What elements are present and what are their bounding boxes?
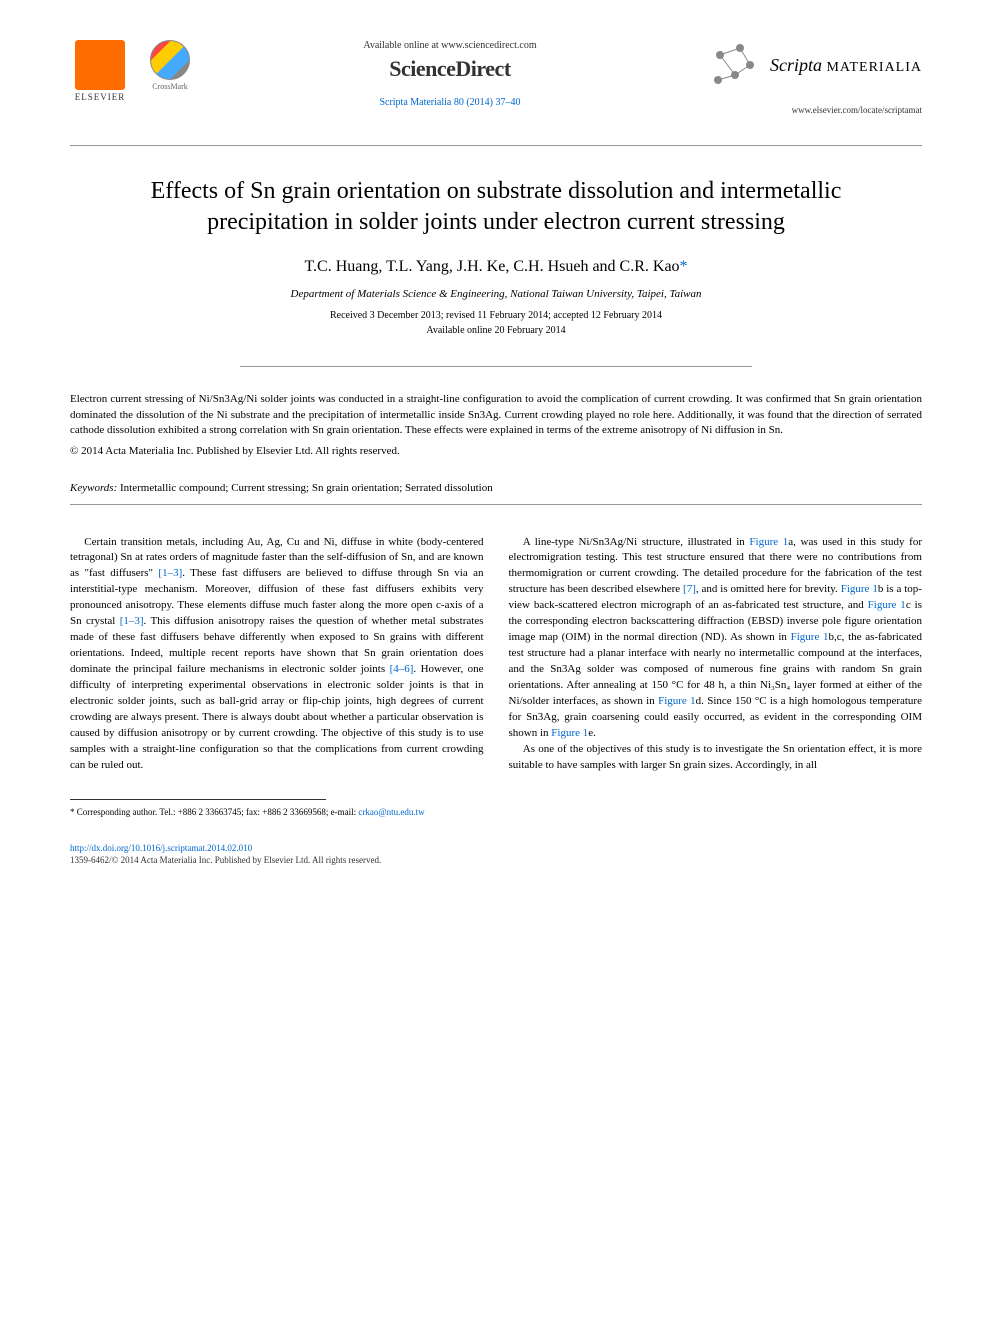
p2-text-a: A line-type Ni/Sn3Ag/Ni structure, illus… (523, 536, 750, 548)
fig-link-1c[interactable]: Figure 1 (868, 599, 906, 611)
paragraph-3: As one of the objectives of this study i… (509, 742, 923, 774)
p2-text-h: e. (588, 727, 596, 739)
paragraph-1: Certain transition metals, including Au,… (70, 535, 484, 774)
crossmark-logo[interactable]: CrossMark (150, 40, 190, 91)
doi-link[interactable]: http://dx.doi.org/10.1016/j.scriptamat.2… (70, 843, 922, 853)
scripta-molecule-icon (710, 40, 760, 90)
footnote-divider (70, 799, 326, 800)
body-text: Certain transition metals, including Au,… (70, 535, 922, 774)
sciencedirect-logo: ScienceDirect (190, 56, 710, 82)
ref-link-4-6[interactable]: [4–6] (390, 663, 414, 675)
crossmark-icon (150, 40, 190, 80)
available-date: Available online 20 February 2014 (70, 325, 922, 336)
elsevier-label: ELSEVIER (75, 92, 126, 102)
dates-divider (240, 366, 751, 367)
scripta-text: Scripta MATERIALIA (770, 55, 922, 76)
elsevier-tree-icon (75, 40, 125, 90)
fig-link-1a[interactable]: Figure 1 (749, 536, 788, 548)
elsevier-logo: ELSEVIER (70, 40, 130, 110)
abstract: Electron current stressing of Ni/Sn3Ag/N… (70, 392, 922, 438)
fig-link-1e[interactable]: Figure 1 (551, 727, 588, 739)
p2-text-c: , and is omitted here for brevity. (696, 583, 841, 595)
authors: T.C. Huang, T.L. Yang, J.H. Ke, C.H. Hsu… (70, 258, 922, 276)
header-right: Scripta MATERIALIA www.elsevier.com/loca… (710, 40, 922, 115)
footnote-marker: * (70, 807, 75, 817)
scripta-logo: Scripta MATERIALIA (710, 40, 922, 90)
article-title: Effects of Sn grain orientation on subst… (120, 176, 872, 238)
corresponding-marker[interactable]: * (680, 258, 688, 275)
fig-link-1b[interactable]: Figure 1 (841, 583, 878, 595)
footer: http://dx.doi.org/10.1016/j.scriptamat.2… (70, 843, 922, 865)
sciencedirect-text: ScienceDirect (389, 56, 510, 81)
article-dates: Received 3 December 2013; revised 11 Feb… (70, 310, 922, 321)
ref-link-1-3b[interactable]: [1–3] (120, 615, 144, 627)
keywords-text: Intermetallic compound; Current stressin… (117, 482, 492, 494)
keywords-divider (70, 504, 922, 505)
paragraph-2: A line-type Ni/Sn3Ag/Ni structure, illus… (509, 535, 923, 742)
keywords: Keywords: Intermetallic compound; Curren… (70, 482, 922, 494)
header-left: ELSEVIER CrossMark (70, 40, 190, 110)
authors-list: T.C. Huang, T.L. Yang, J.H. Ke, C.H. Hsu… (304, 258, 679, 275)
issn-copyright: 1359-6462/© 2014 Acta Materialia Inc. Pu… (70, 855, 922, 865)
email-link[interactable]: crkao@ntu.edu.tw (358, 807, 424, 817)
journal-url[interactable]: www.elsevier.com/locate/scriptamat (710, 105, 922, 115)
header-center: Available online at www.sciencedirect.co… (190, 40, 710, 108)
footnote-text: Corresponding author. Tel.: +886 2 33663… (77, 807, 359, 817)
header-row: ELSEVIER CrossMark Available online at w… (70, 40, 922, 115)
crossmark-label: CrossMark (152, 82, 188, 91)
fig-link-1d[interactable]: Figure 1 (658, 695, 696, 707)
available-online-text: Available online at www.sciencedirect.co… (190, 40, 710, 51)
header-divider (70, 145, 922, 146)
ref-link-1-3a[interactable]: [1–3] (158, 567, 182, 579)
scripta-name: Scripta (770, 55, 822, 75)
scripta-sub: MATERIALIA (826, 60, 922, 75)
copyright: © 2014 Acta Materialia Inc. Published by… (70, 445, 922, 457)
p1-text-d: . However, one difficulty of interpretin… (70, 663, 484, 771)
corresponding-footnote: * Corresponding author. Tel.: +886 2 336… (70, 806, 922, 819)
journal-reference-link[interactable]: Scripta Materialia 80 (2014) 37–40 (379, 97, 520, 108)
affiliation: Department of Materials Science & Engine… (70, 288, 922, 300)
keywords-label: Keywords: (70, 482, 117, 494)
ref-link-7[interactable]: [7] (683, 583, 696, 595)
fig-link-1bc[interactable]: Figure 1 (791, 631, 829, 643)
journal-reference[interactable]: Scripta Materialia 80 (2014) 37–40 (190, 97, 710, 108)
